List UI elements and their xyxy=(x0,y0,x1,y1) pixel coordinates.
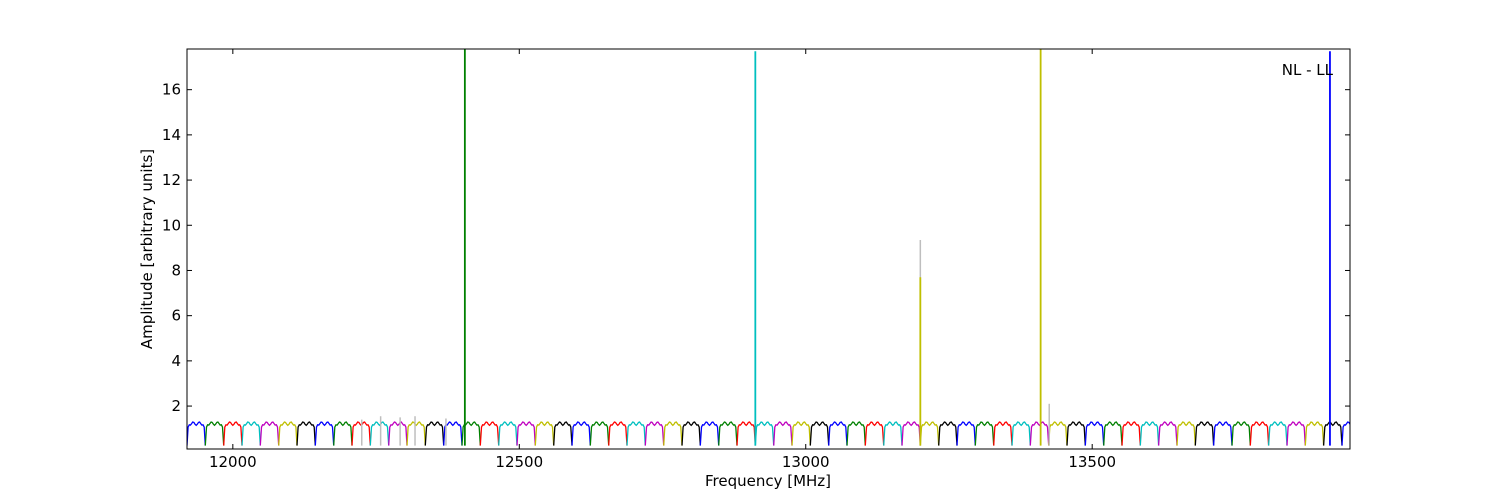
y-tick-label: 4 xyxy=(171,352,181,370)
channel-band-line xyxy=(1066,421,1086,446)
channel-band-line xyxy=(516,421,536,446)
x-tick-label: 13000 xyxy=(782,453,830,471)
channel-band-line xyxy=(1048,421,1068,446)
channel-band-line xyxy=(204,421,225,446)
y-tick-label: 2 xyxy=(171,397,181,415)
channel-band-line xyxy=(1194,421,1215,446)
channel-band-line xyxy=(864,421,885,446)
axis-layer: 12000 12500 13000 13500 2 4 6 8 10 12 14 16 xyxy=(162,49,1350,471)
channel-band-line xyxy=(846,421,866,446)
channel-band-line xyxy=(369,421,390,446)
y-tick-label: 14 xyxy=(162,126,181,144)
channel-band-line xyxy=(974,421,995,446)
channel-band-line xyxy=(223,421,243,446)
channel-band-line xyxy=(644,421,665,446)
channel-band-line xyxy=(754,421,775,446)
y-tick-label: 6 xyxy=(171,307,181,325)
y-tick-label: 8 xyxy=(171,261,181,279)
channel-band-line xyxy=(278,421,298,446)
channel-band-line xyxy=(187,421,206,446)
channel-band-line xyxy=(1286,421,1306,446)
channel-band-line xyxy=(259,421,280,446)
channel-band-line xyxy=(406,421,426,446)
x-tick-label: 12500 xyxy=(495,453,543,471)
channel-band-line xyxy=(809,421,830,446)
y-tick-label: 16 xyxy=(162,81,181,99)
plot-frame xyxy=(186,48,1351,450)
channel-band-line xyxy=(314,421,335,446)
channel-band-line xyxy=(1011,421,1031,446)
channel-band-line xyxy=(589,421,610,446)
channel-band-line xyxy=(241,421,261,446)
channel-band-line xyxy=(1157,421,1178,446)
channel-band-line xyxy=(883,421,903,446)
channel-band-line xyxy=(443,421,463,446)
channel-band-line xyxy=(1139,421,1160,446)
channel-band-line xyxy=(571,421,591,446)
channel-band-line xyxy=(534,421,555,446)
x-tick-label: 12000 xyxy=(209,453,257,471)
channel-band-line xyxy=(699,421,720,446)
channel-band-line xyxy=(993,421,1013,446)
channel-band-line xyxy=(1249,421,1270,446)
channel-band-line xyxy=(479,421,500,446)
channel-band-line xyxy=(1176,421,1196,446)
x-axis-label: Frequency [MHz] xyxy=(705,472,831,490)
channel-band-line xyxy=(956,421,976,446)
channel-band-line xyxy=(388,421,408,446)
channel-band-line xyxy=(424,421,445,446)
channel-band-line xyxy=(663,421,683,446)
channel-band-line xyxy=(919,421,940,446)
channel-band-line xyxy=(718,421,738,446)
channel-band-line xyxy=(1341,421,1350,446)
channel-band-line xyxy=(791,421,811,446)
channel-band-line xyxy=(1029,421,1050,446)
y-tick-label: 10 xyxy=(162,216,181,234)
y-tick-label: 12 xyxy=(162,171,181,189)
channel-band-line xyxy=(901,421,921,446)
channel-band-line xyxy=(1267,421,1288,446)
channel-band-line xyxy=(553,421,573,446)
channel-band-line xyxy=(1121,421,1141,446)
channel-band-line xyxy=(681,421,701,446)
channel-band-line xyxy=(1322,421,1343,446)
channel-band-line xyxy=(773,421,793,446)
corner-annotation: NL - LL xyxy=(1282,61,1334,79)
channel-band-line xyxy=(1231,421,1251,446)
channel-band-line xyxy=(333,421,353,446)
channel-band-line xyxy=(1212,421,1233,446)
channel-band-line xyxy=(498,421,518,446)
y-axis-label: Amplitude [arbitrary units] xyxy=(138,149,156,349)
channel-band-line xyxy=(608,421,628,446)
series-layer xyxy=(187,49,1350,446)
channel-band-line xyxy=(1304,421,1325,446)
channel-band-line xyxy=(736,421,756,446)
channel-band-line xyxy=(296,421,316,446)
channel-band-line xyxy=(1103,421,1123,446)
channel-band-line xyxy=(626,421,646,446)
channel-band-line xyxy=(938,421,958,446)
channel-band-line xyxy=(1084,421,1105,446)
channel-band-line xyxy=(828,421,848,446)
x-tick-label: 13500 xyxy=(1068,453,1116,471)
